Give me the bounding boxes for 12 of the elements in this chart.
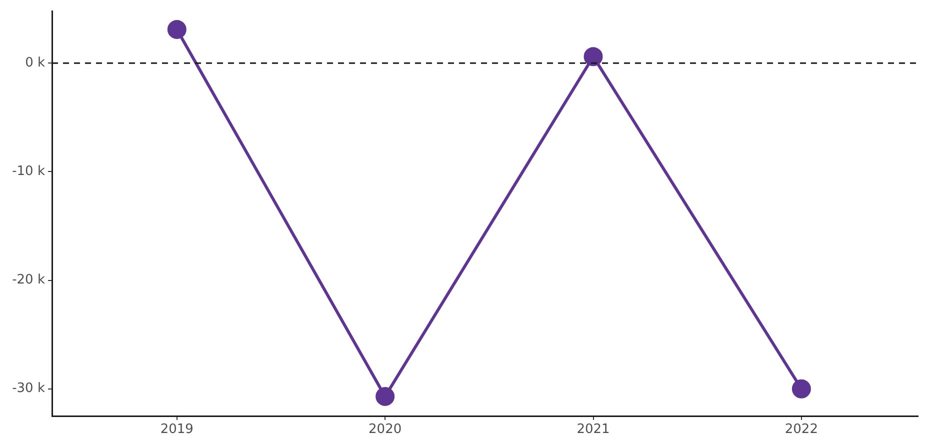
y-tick-label: -20 k — [12, 272, 46, 288]
point — [376, 386, 395, 406]
y-tick-label: 0 k — [25, 55, 46, 70]
point — [167, 20, 186, 39]
y-tick-label: -30 k — [12, 381, 46, 396]
x-tick-label: 2020 — [368, 422, 402, 438]
x-tick-label: 2021 — [576, 422, 610, 438]
point — [584, 47, 603, 66]
y-tick-label: -10 k — [12, 164, 46, 180]
point — [792, 379, 811, 398]
x-tick-label: 2022 — [784, 422, 818, 438]
x-tick-label: 2019 — [160, 422, 194, 438]
